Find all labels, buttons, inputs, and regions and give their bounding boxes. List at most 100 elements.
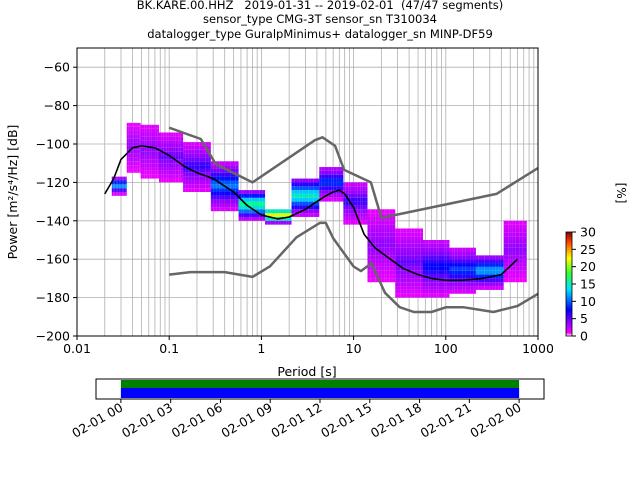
histogram-cell bbox=[128, 142, 130, 146]
histogram-cell bbox=[398, 236, 401, 240]
histogram-cell bbox=[135, 168, 137, 173]
histogram-cell bbox=[219, 207, 222, 212]
histogram-cell bbox=[142, 159, 145, 164]
histogram-cell bbox=[126, 130, 129, 135]
histogram-cell bbox=[417, 243, 421, 248]
histogram-cell bbox=[409, 289, 412, 294]
histogram-cell bbox=[140, 140, 143, 144]
histogram-cell bbox=[384, 266, 387, 271]
histogram-cell bbox=[389, 247, 393, 252]
histogram-cell bbox=[291, 193, 295, 198]
histogram-cell bbox=[498, 266, 501, 271]
histogram-cell bbox=[157, 159, 159, 164]
histogram-cell bbox=[171, 159, 174, 164]
histogram-cell bbox=[360, 216, 363, 221]
histogram-cell bbox=[254, 213, 258, 217]
histogram-cell bbox=[512, 220, 516, 225]
histogram-cell bbox=[389, 270, 393, 275]
histogram-cell bbox=[221, 207, 225, 212]
histogram-cell bbox=[238, 213, 242, 217]
histogram-cell bbox=[331, 186, 334, 191]
histogram-cell bbox=[321, 190, 325, 194]
histogram-cell bbox=[500, 263, 504, 267]
histogram-cell bbox=[467, 266, 471, 271]
histogram-cell bbox=[452, 266, 455, 271]
histogram-cell bbox=[411, 274, 415, 279]
histogram-cell bbox=[180, 147, 184, 152]
histogram-cell bbox=[297, 205, 300, 210]
histogram-cell bbox=[185, 184, 189, 189]
histogram-cell bbox=[420, 282, 423, 287]
histogram-cell bbox=[515, 274, 518, 279]
histogram-cell bbox=[452, 255, 455, 260]
histogram-cell bbox=[230, 172, 234, 177]
histogram-cell bbox=[467, 274, 471, 279]
histogram-cell bbox=[151, 151, 154, 156]
histogram-cell bbox=[519, 266, 523, 271]
histogram-cell bbox=[305, 182, 309, 187]
histogram-cell bbox=[185, 168, 189, 173]
histogram-cell bbox=[142, 136, 145, 141]
histogram-cell bbox=[411, 236, 415, 240]
histogram-cell bbox=[400, 270, 404, 275]
colorbar-ramp bbox=[565, 231, 573, 337]
histogram-cell bbox=[373, 263, 376, 267]
histogram-cell bbox=[338, 167, 341, 171]
histogram-cell bbox=[257, 190, 260, 194]
plot-frame bbox=[76, 47, 539, 337]
histogram-cell bbox=[235, 180, 239, 185]
histogram-cell bbox=[409, 259, 412, 264]
histogram-cell bbox=[457, 270, 461, 275]
histogram-cell bbox=[146, 167, 148, 171]
histogram-cell bbox=[175, 170, 179, 175]
histogram-cell bbox=[444, 251, 447, 256]
histogram-cell bbox=[114, 176, 117, 181]
histogram-cell bbox=[336, 190, 339, 194]
histogram-cell bbox=[208, 176, 211, 181]
histogram-cell bbox=[433, 286, 437, 290]
histogram-cell bbox=[403, 263, 407, 267]
histogram-cell bbox=[420, 289, 423, 294]
histogram-cell bbox=[444, 293, 447, 298]
histogram-cell bbox=[265, 213, 268, 217]
histogram-cell bbox=[446, 286, 450, 290]
histogram-cell bbox=[409, 255, 412, 260]
histogram-cell bbox=[230, 180, 234, 185]
histogram-cell bbox=[403, 243, 407, 248]
histogram-cell bbox=[441, 251, 445, 256]
histogram-cell bbox=[462, 270, 466, 275]
histogram-cell bbox=[313, 178, 317, 183]
histogram-cell bbox=[305, 201, 309, 206]
histogram-cell bbox=[171, 174, 174, 179]
histogram-cell bbox=[208, 172, 211, 177]
histogram-cell bbox=[168, 163, 172, 168]
histogram-cell bbox=[362, 216, 366, 221]
histogram-cell bbox=[395, 259, 399, 264]
histogram-cell bbox=[519, 224, 523, 229]
histogram-cell bbox=[367, 232, 371, 237]
histogram-cell bbox=[370, 220, 374, 225]
histogram-cell bbox=[188, 149, 192, 154]
histogram-cell bbox=[398, 232, 401, 237]
histogram-cell bbox=[353, 197, 356, 202]
histogram-cell bbox=[316, 190, 320, 194]
histogram-cell bbox=[116, 192, 118, 196]
histogram-cell bbox=[299, 205, 303, 210]
histogram-cell bbox=[503, 263, 506, 267]
histogram-cell bbox=[400, 259, 404, 264]
histogram-cell bbox=[365, 193, 368, 198]
histogram-cell bbox=[375, 240, 379, 244]
histogram-cell bbox=[417, 251, 421, 256]
histogram-cell bbox=[219, 195, 222, 200]
histogram-cell bbox=[446, 251, 450, 256]
histogram-cell bbox=[343, 209, 346, 214]
histogram-cell bbox=[462, 266, 466, 271]
histogram-cell bbox=[137, 161, 140, 166]
histogram-cell bbox=[375, 209, 379, 214]
histogram-cell bbox=[508, 251, 511, 256]
histogram-cell bbox=[462, 289, 466, 294]
histogram-cell bbox=[370, 224, 374, 229]
histogram-cell bbox=[251, 209, 255, 214]
histogram-cell bbox=[297, 182, 300, 187]
histogram-cell bbox=[367, 240, 371, 244]
